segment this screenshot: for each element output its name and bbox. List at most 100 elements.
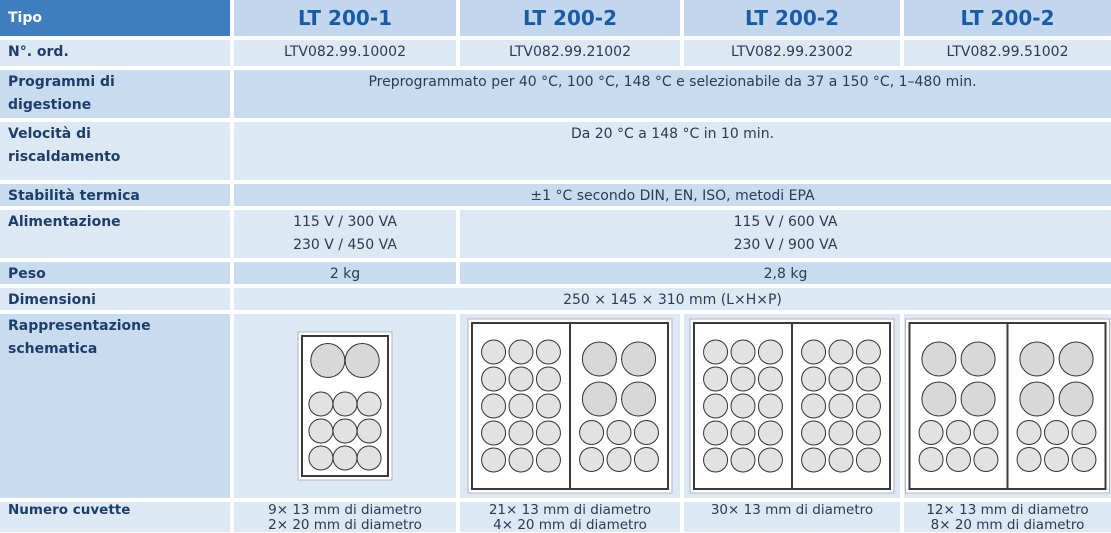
header-model: LT 200-1: [234, 0, 456, 36]
cell-text: 21× 13 mm di diametro: [460, 503, 680, 518]
cuvette-small: [1017, 448, 1041, 472]
data-cell: 2 kg: [234, 262, 456, 284]
cuvette-small: [919, 421, 943, 445]
cell-text: LTV082.99.23002: [684, 41, 900, 64]
cuvette-small: [802, 340, 826, 364]
data-cell: LTV082.99.23002: [684, 40, 900, 66]
schematic-cell: [684, 314, 900, 498]
cuvette-small: [509, 448, 533, 472]
row-label-text: Alimentazione: [8, 211, 158, 234]
schematic-cell: [460, 314, 680, 498]
cuvette-small: [731, 340, 755, 364]
cell-text: Preprogrammato per 40 °C, 100 °C, 148 °C…: [234, 71, 1111, 94]
cuvette-large: [922, 382, 956, 416]
row-label: Dimensioni: [0, 288, 230, 310]
cuvette-small: [482, 367, 506, 391]
cuvette-small: [536, 367, 560, 391]
cuvette-small: [536, 421, 560, 445]
row-label: Rappresentazione schematica: [0, 314, 230, 498]
cuvette-small: [482, 448, 506, 472]
cell-text: 9× 13 mm di diametro: [234, 503, 456, 518]
cuvette-small: [802, 394, 826, 418]
cuvette-small: [758, 367, 782, 391]
data-cell: LTV082.99.10002: [234, 40, 456, 66]
cuvette-small: [357, 419, 381, 443]
row-label: Stabilità termica: [0, 184, 230, 206]
cell-text: LTV082.99.10002: [234, 41, 456, 64]
cuvette-small: [482, 340, 506, 364]
cuvette-small: [634, 448, 658, 472]
cuvette-small: [704, 394, 728, 418]
cuvette-small: [758, 421, 782, 445]
row-label-text: N°. ord.: [8, 41, 158, 64]
cuvette-small: [607, 448, 631, 472]
schematic: [460, 314, 680, 498]
cuvette-small: [509, 394, 533, 418]
page: {"table": { "header": ["Tipo", "LT 200-1…: [0, 0, 1111, 532]
cuvette-small: [856, 367, 880, 391]
data-cell: LTV082.99.21002: [460, 40, 680, 66]
cuvette-small: [758, 394, 782, 418]
cuvette-small: [580, 421, 604, 445]
cell-text: 115 V / 300 VA: [234, 211, 456, 234]
row-label: Velocità di riscaldamento: [0, 122, 230, 180]
schematic: [684, 314, 900, 498]
cuvette-small: [509, 421, 533, 445]
cuvette-small: [856, 421, 880, 445]
cuvette-small: [536, 340, 560, 364]
cuvette-small: [829, 421, 853, 445]
cuvette-large: [961, 342, 995, 376]
cell-text: 2,8 kg: [460, 263, 1111, 286]
cuvette-large: [622, 342, 656, 376]
cuvette-large: [1020, 382, 1054, 416]
cuvette-small: [333, 392, 357, 416]
cuvette-small: [1072, 448, 1096, 472]
cuvette-small: [333, 446, 357, 470]
cuvette-small: [1045, 448, 1069, 472]
data-cell: Preprogrammato per 40 °C, 100 °C, 148 °C…: [234, 70, 1111, 118]
cuvette-large: [345, 344, 379, 378]
row-label: Numero cuvette: [0, 502, 230, 532]
data-cell: 30× 13 mm di diametro: [684, 502, 900, 532]
cuvette-small: [802, 448, 826, 472]
cuvette-small: [704, 448, 728, 472]
header-model: LT 200-2: [460, 0, 680, 36]
cell-text: ±1 °C secondo DIN, EN, ISO, metodi EPA: [234, 185, 1111, 208]
row-label-text: Programmi di digestione: [8, 71, 158, 117]
cuvette-large: [961, 382, 995, 416]
data-cell: ±1 °C secondo DIN, EN, ISO, metodi EPA: [234, 184, 1111, 206]
cuvette-small: [482, 394, 506, 418]
row-label: Alimentazione: [0, 210, 230, 258]
cuvette-large: [311, 344, 345, 378]
cell-text: LTV082.99.51002: [904, 41, 1111, 64]
cell-text: Da 20 °C a 148 °C in 10 min.: [234, 123, 1111, 146]
cuvette-small: [974, 421, 998, 445]
cell-text: 4× 20 mm di diametro: [460, 518, 680, 533]
cuvette-small: [309, 446, 333, 470]
cuvette-small: [856, 448, 880, 472]
cell-text: 2× 20 mm di diametro: [234, 518, 456, 533]
cuvette-small: [704, 340, 728, 364]
header-label: Tipo: [0, 0, 230, 36]
cuvette-small: [357, 446, 381, 470]
cuvette-small: [536, 448, 560, 472]
cell-text: 12× 13 mm di diametro: [904, 503, 1111, 518]
cuvette-small: [731, 367, 755, 391]
cuvette-small: [704, 421, 728, 445]
cuvette-small: [704, 367, 728, 391]
schematic-cell: [234, 314, 456, 498]
row-label-text: Numero cuvette: [8, 503, 158, 518]
data-cell: Da 20 °C a 148 °C in 10 min.: [234, 122, 1111, 180]
data-cell: LTV082.99.51002: [904, 40, 1111, 66]
cuvette-small: [829, 448, 853, 472]
cuvette-large: [1059, 342, 1093, 376]
cuvette-large: [922, 342, 956, 376]
cuvette-small: [536, 394, 560, 418]
cuvette-small: [357, 392, 381, 416]
schematic: [234, 314, 456, 498]
row-label: Programmi di digestione: [0, 70, 230, 118]
cuvette-small: [829, 394, 853, 418]
